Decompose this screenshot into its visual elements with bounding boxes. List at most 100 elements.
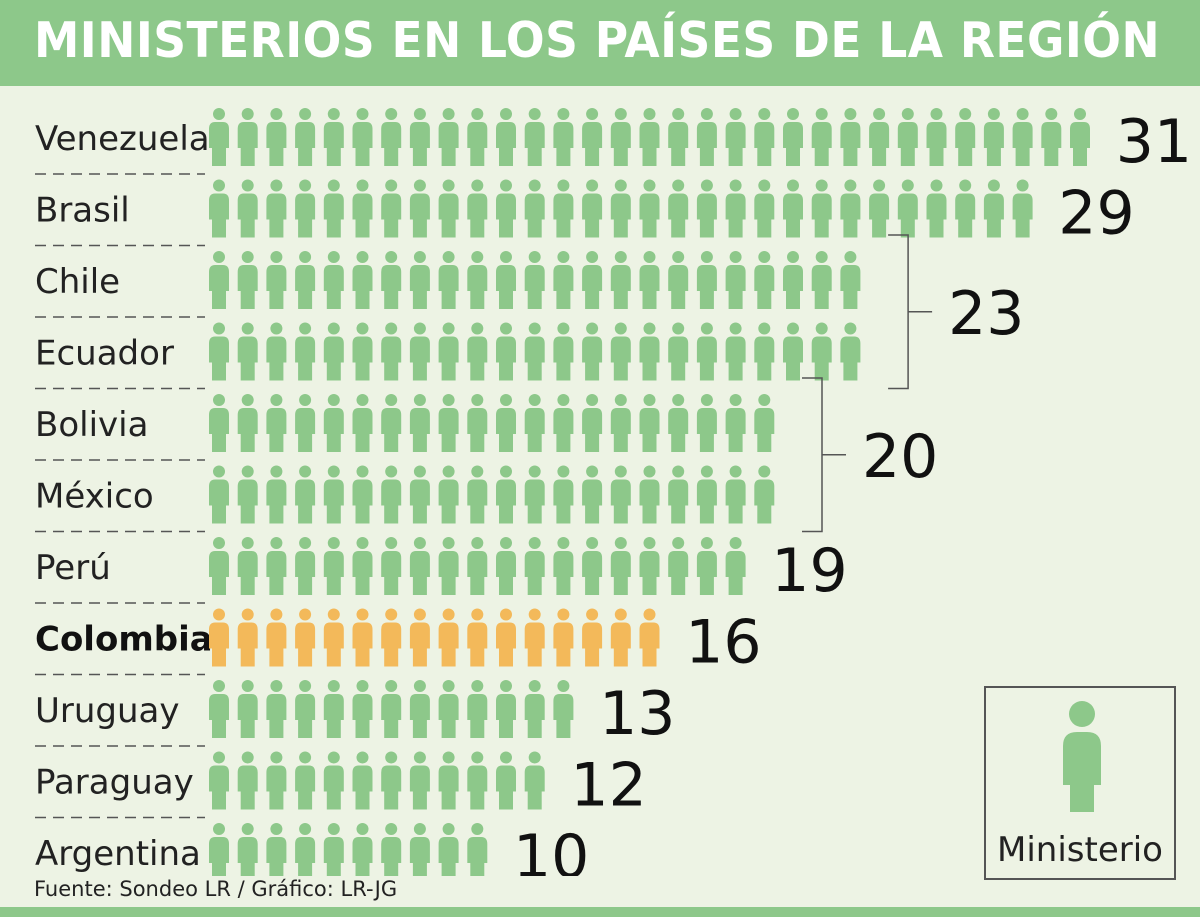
category-label: Argentina bbox=[35, 834, 201, 874]
person-icon bbox=[438, 322, 459, 381]
header-bar: MINISTERIOS EN LOS PAÍSES DE LA REGIÓN bbox=[0, 0, 1200, 86]
person-icon bbox=[725, 108, 746, 166]
person-icon bbox=[237, 537, 258, 595]
category-label: Bolivia bbox=[35, 405, 148, 445]
person-icon bbox=[295, 251, 316, 309]
person-icon bbox=[438, 608, 459, 667]
person-icon bbox=[409, 179, 430, 238]
person-icon bbox=[639, 108, 660, 166]
icon-row-argentina bbox=[209, 823, 488, 876]
category-label: Chile bbox=[35, 262, 120, 302]
person-icon bbox=[553, 537, 574, 595]
category-label: Perú bbox=[35, 548, 111, 588]
person-icon bbox=[467, 680, 488, 738]
person-icon bbox=[668, 465, 689, 524]
person-icon bbox=[524, 322, 545, 381]
person-icon bbox=[352, 179, 373, 238]
person-icon bbox=[1012, 108, 1033, 166]
person-icon bbox=[639, 465, 660, 524]
person-icon bbox=[610, 108, 631, 166]
person-icon bbox=[725, 322, 746, 381]
icon-row-perú bbox=[209, 537, 746, 595]
category-label: Colombia bbox=[35, 620, 213, 660]
person-icon bbox=[696, 108, 717, 166]
person-icon bbox=[553, 179, 574, 238]
person-icon bbox=[610, 465, 631, 524]
person-icon bbox=[438, 179, 459, 238]
person-icon bbox=[582, 179, 603, 238]
person-icon bbox=[553, 108, 574, 166]
person-icon bbox=[295, 751, 316, 810]
person-icon bbox=[639, 179, 660, 238]
person-icon bbox=[869, 179, 890, 238]
person-icon bbox=[266, 179, 287, 238]
person-icon bbox=[696, 179, 717, 238]
person-icon bbox=[381, 108, 402, 166]
person-icon bbox=[668, 322, 689, 381]
person-icon bbox=[582, 394, 603, 452]
person-icon bbox=[237, 608, 258, 667]
person-icon bbox=[725, 465, 746, 524]
person-icon bbox=[754, 465, 775, 524]
person-icon bbox=[639, 251, 660, 309]
icon-row-méxico bbox=[209, 465, 775, 524]
value-label: 29 bbox=[1058, 179, 1134, 249]
person-icon bbox=[955, 108, 976, 166]
person-icon bbox=[381, 179, 402, 238]
person-icon bbox=[696, 537, 717, 595]
category-label: México bbox=[35, 477, 154, 517]
person-icon bbox=[639, 322, 660, 381]
person-icon bbox=[1063, 701, 1101, 812]
person-icon bbox=[754, 251, 775, 309]
person-icon bbox=[209, 251, 229, 309]
person-icon bbox=[438, 251, 459, 309]
category-label: Brasil bbox=[35, 191, 130, 231]
person-icon bbox=[323, 751, 344, 810]
category-label: Venezuela bbox=[35, 119, 210, 159]
person-icon bbox=[323, 322, 344, 381]
value-label: 20 bbox=[862, 422, 938, 492]
person-icon bbox=[323, 680, 344, 738]
person-icon bbox=[237, 394, 258, 452]
person-icon bbox=[209, 465, 229, 524]
icon-row-uruguay bbox=[209, 680, 574, 738]
person-icon bbox=[295, 680, 316, 738]
person-icon bbox=[352, 322, 373, 381]
person-icon bbox=[266, 537, 287, 595]
person-icon bbox=[467, 251, 488, 309]
person-icon bbox=[524, 108, 545, 166]
person-icon bbox=[295, 322, 316, 381]
chart-title: MINISTERIOS EN LOS PAÍSES DE LA REGIÓN bbox=[34, 12, 1161, 69]
person-icon bbox=[1070, 108, 1090, 166]
person-icon bbox=[869, 108, 890, 166]
person-icon bbox=[266, 680, 287, 738]
person-icon bbox=[295, 608, 316, 667]
category-label: Paraguay bbox=[35, 763, 194, 803]
person-icon bbox=[783, 251, 803, 309]
person-icon bbox=[926, 179, 947, 238]
icon-row-brasil bbox=[209, 179, 1033, 238]
person-icon bbox=[668, 251, 689, 309]
person-icon bbox=[524, 465, 545, 524]
value-label: 23 bbox=[948, 279, 1024, 349]
person-icon bbox=[926, 108, 947, 166]
person-icon bbox=[438, 394, 459, 452]
person-icon bbox=[582, 322, 603, 381]
person-icon bbox=[696, 465, 717, 524]
person-icon bbox=[352, 465, 373, 524]
person-icon bbox=[438, 823, 459, 876]
person-icon bbox=[639, 394, 660, 452]
person-icon bbox=[266, 108, 287, 166]
person-icon bbox=[381, 322, 402, 381]
person-icon bbox=[783, 179, 803, 238]
person-icon bbox=[496, 108, 516, 166]
person-icon bbox=[237, 108, 258, 166]
person-icon bbox=[467, 537, 488, 595]
person-icon bbox=[323, 537, 344, 595]
person-icon bbox=[811, 108, 832, 166]
person-icon bbox=[409, 322, 430, 381]
person-icon bbox=[381, 608, 402, 667]
person-icon bbox=[610, 322, 631, 381]
person-icon bbox=[496, 465, 516, 524]
person-icon bbox=[209, 680, 229, 738]
